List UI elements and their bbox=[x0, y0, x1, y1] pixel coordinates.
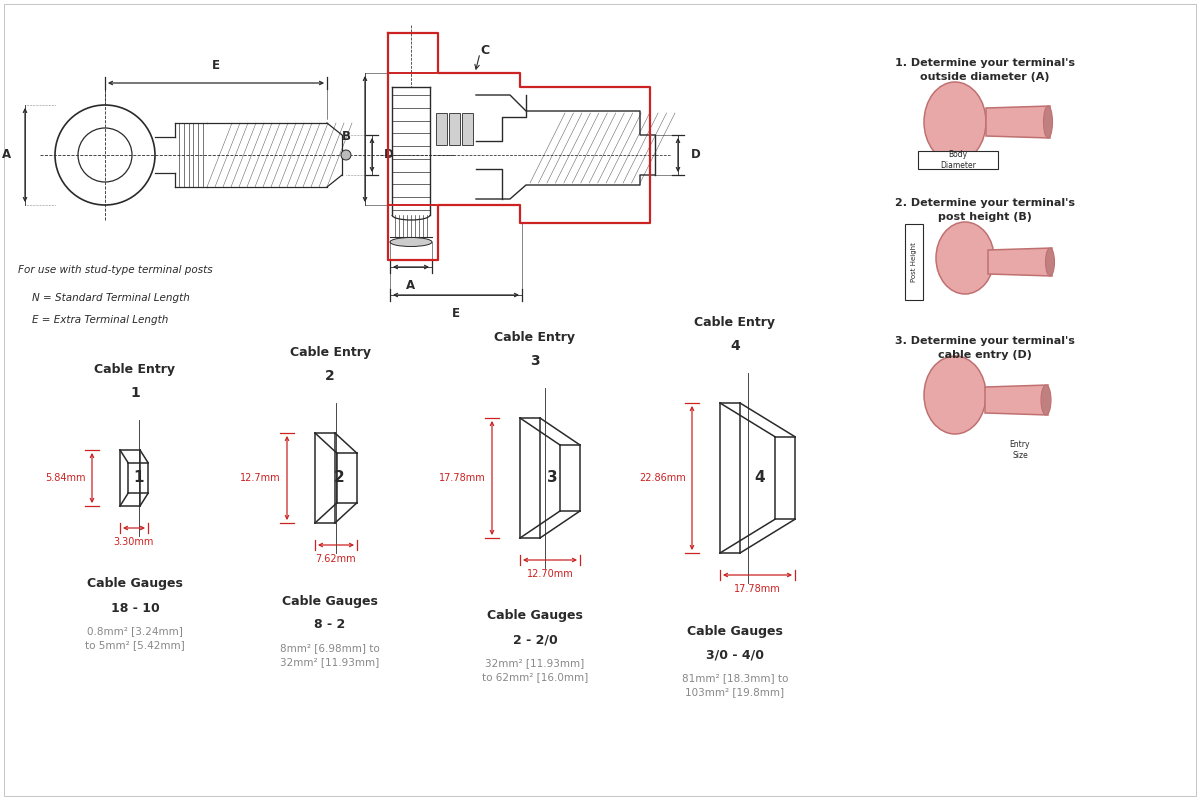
Text: 4: 4 bbox=[754, 470, 764, 486]
Polygon shape bbox=[988, 248, 1052, 276]
Ellipse shape bbox=[1042, 385, 1051, 415]
Text: 3: 3 bbox=[530, 354, 540, 368]
Text: A: A bbox=[2, 149, 11, 162]
Text: A: A bbox=[407, 279, 415, 292]
Text: For use with stud-type terminal posts: For use with stud-type terminal posts bbox=[18, 265, 212, 275]
Text: 2: 2 bbox=[325, 369, 335, 383]
Text: Body
Diameter: Body Diameter bbox=[940, 150, 976, 170]
Text: 5.84mm: 5.84mm bbox=[46, 473, 86, 483]
Text: 32mm² [11.93mm]
to 62mm² [16.0mm]: 32mm² [11.93mm] to 62mm² [16.0mm] bbox=[482, 658, 588, 682]
Text: D: D bbox=[384, 149, 394, 162]
Text: 7.62mm: 7.62mm bbox=[316, 554, 356, 564]
Text: Cable Entry: Cable Entry bbox=[95, 363, 175, 377]
Text: Cable Entry: Cable Entry bbox=[695, 317, 775, 330]
Ellipse shape bbox=[936, 222, 994, 294]
Text: B: B bbox=[342, 130, 352, 143]
Text: 22.86mm: 22.86mm bbox=[640, 473, 686, 483]
Polygon shape bbox=[986, 106, 1050, 138]
Text: 1. Determine your terminal's
outside diameter (A): 1. Determine your terminal's outside dia… bbox=[895, 58, 1075, 82]
Text: 12.7mm: 12.7mm bbox=[240, 473, 281, 483]
Text: 0.8mm² [3.24mm]
to 5mm² [5.42mm]: 0.8mm² [3.24mm] to 5mm² [5.42mm] bbox=[85, 626, 185, 650]
Text: Cable Entry: Cable Entry bbox=[494, 331, 576, 345]
Text: 81mm² [18.3mm] to
103mm² [19.8mm]: 81mm² [18.3mm] to 103mm² [19.8mm] bbox=[682, 674, 788, 697]
Text: N = Standard Terminal Length: N = Standard Terminal Length bbox=[32, 293, 190, 303]
Bar bbox=[449, 113, 460, 145]
Text: E = Extra Terminal Length: E = Extra Terminal Length bbox=[32, 315, 168, 325]
Text: 3. Determine your terminal's
cable entry (D): 3. Determine your terminal's cable entry… bbox=[895, 336, 1075, 360]
Text: 12.70mm: 12.70mm bbox=[527, 569, 574, 579]
Text: 17.78mm: 17.78mm bbox=[439, 473, 486, 483]
Text: 1: 1 bbox=[133, 470, 143, 486]
Bar bbox=[436, 113, 446, 145]
Text: Cable Gauges: Cable Gauges bbox=[88, 578, 182, 590]
Text: 17.78mm: 17.78mm bbox=[734, 584, 781, 594]
Polygon shape bbox=[985, 385, 1048, 415]
Text: 3/0 - 4/0: 3/0 - 4/0 bbox=[706, 649, 764, 662]
Ellipse shape bbox=[924, 82, 986, 162]
Text: 2. Determine your terminal's
post height (B): 2. Determine your terminal's post height… bbox=[895, 198, 1075, 222]
FancyBboxPatch shape bbox=[918, 151, 998, 169]
Text: 18 - 10: 18 - 10 bbox=[110, 602, 160, 614]
Text: Cable Gauges: Cable Gauges bbox=[487, 610, 583, 622]
Text: 3.30mm: 3.30mm bbox=[114, 537, 154, 547]
Text: E: E bbox=[212, 59, 220, 72]
Text: 2: 2 bbox=[334, 470, 344, 486]
Circle shape bbox=[341, 150, 350, 160]
Text: E: E bbox=[452, 307, 460, 320]
Bar bbox=[462, 113, 473, 145]
Text: 2 - 2/0: 2 - 2/0 bbox=[512, 634, 557, 646]
Text: 8 - 2: 8 - 2 bbox=[314, 618, 346, 631]
Ellipse shape bbox=[1045, 248, 1055, 276]
Text: Cable Gauges: Cable Gauges bbox=[282, 594, 378, 607]
Text: C: C bbox=[480, 43, 490, 57]
Ellipse shape bbox=[924, 356, 986, 434]
Text: Entry
Size: Entry Size bbox=[1009, 440, 1031, 460]
Ellipse shape bbox=[390, 238, 432, 246]
Text: 8mm² [6.98mm] to
32mm² [11.93mm]: 8mm² [6.98mm] to 32mm² [11.93mm] bbox=[280, 643, 380, 666]
Ellipse shape bbox=[1044, 106, 1052, 138]
Text: 3: 3 bbox=[547, 470, 558, 486]
Text: 4: 4 bbox=[730, 339, 740, 353]
FancyBboxPatch shape bbox=[905, 224, 923, 300]
Text: 1: 1 bbox=[130, 386, 140, 400]
Text: Cable Entry: Cable Entry bbox=[289, 346, 371, 359]
Text: Cable Gauges: Cable Gauges bbox=[688, 625, 782, 638]
Text: D: D bbox=[691, 149, 701, 162]
Text: Post Height: Post Height bbox=[911, 242, 917, 282]
